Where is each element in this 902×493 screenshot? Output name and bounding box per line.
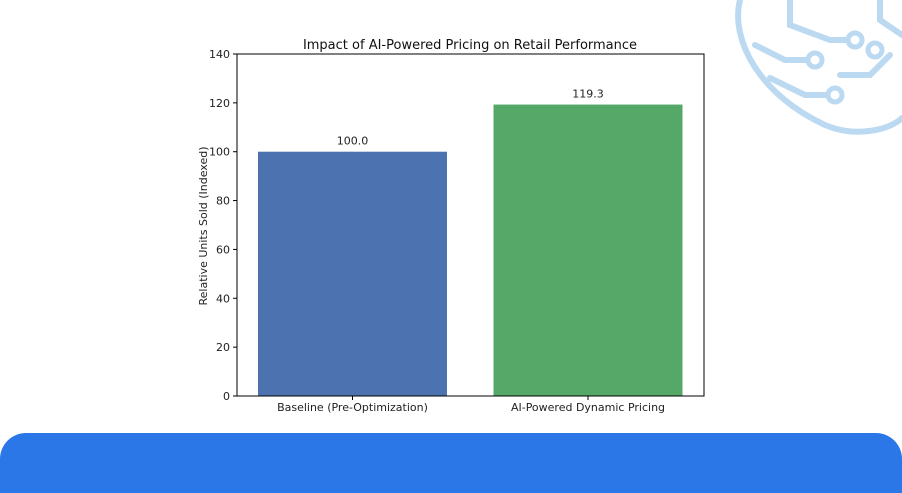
bars: 100.0 119.3 <box>258 88 683 397</box>
bar-chart: Impact of AI-Powered Pricing on Retail P… <box>197 38 705 414</box>
x-tick-label: AI-Powered Dynamic Pricing <box>511 401 665 414</box>
bar <box>258 151 447 396</box>
bar-value-label: 119.3 <box>572 88 604 101</box>
x-axis: Baseline (Pre-Optimization) AI-Powered Dy… <box>277 396 665 414</box>
y-tick-label: 120 <box>209 97 230 110</box>
y-axis: 0 20 40 60 80 100 120 140 <box>209 48 237 403</box>
chart-title: Impact of AI-Powered Pricing on Retail P… <box>303 38 637 53</box>
bar-value-label: 100.0 <box>337 135 369 148</box>
y-tick-label: 40 <box>216 292 230 305</box>
y-tick-label: 20 <box>216 341 230 354</box>
x-tick-label: Baseline (Pre-Optimization) <box>277 401 428 414</box>
footer-bar <box>0 433 902 493</box>
y-tick-label: 60 <box>216 243 230 256</box>
circuit-decoration-icon <box>735 0 902 135</box>
y-axis-label: Relative Units Sold (Indexed) <box>197 146 210 305</box>
y-tick-label: 80 <box>216 195 230 208</box>
y-tick-label: 0 <box>223 390 230 403</box>
y-tick-label: 100 <box>209 146 230 159</box>
y-tick-label: 140 <box>209 48 230 61</box>
plot-frame <box>236 53 705 397</box>
bar <box>493 104 683 397</box>
